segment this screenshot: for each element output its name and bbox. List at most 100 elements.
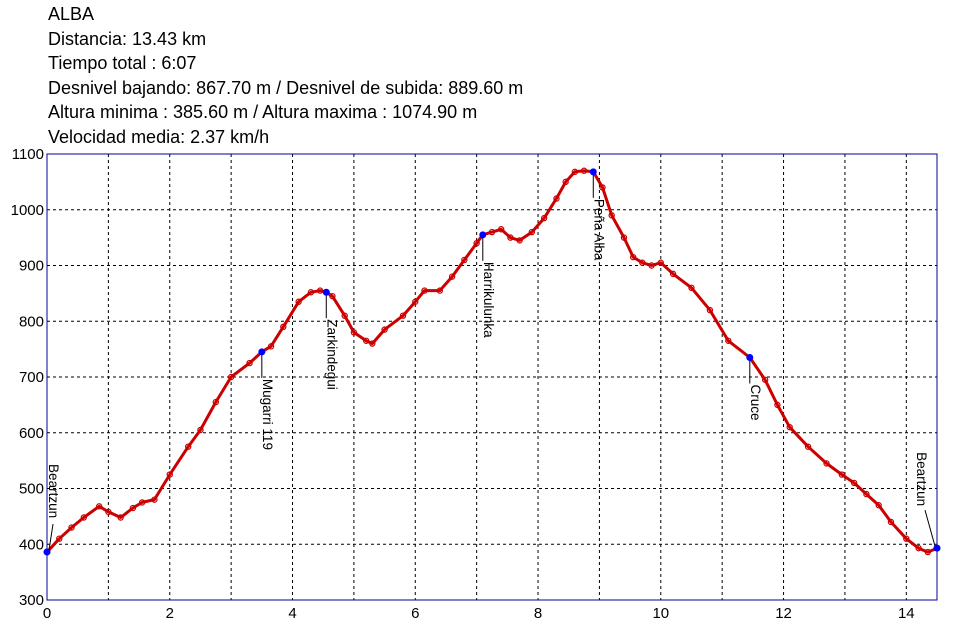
x-tick-label: 4 xyxy=(288,605,296,622)
waypoint-label: Beartzun xyxy=(46,464,61,518)
x-tick-label: 2 xyxy=(166,605,174,622)
data-point xyxy=(580,167,588,174)
x-tick-label: 8 xyxy=(534,605,542,622)
data-point xyxy=(761,376,769,383)
data-point xyxy=(295,298,302,305)
data-point xyxy=(80,514,88,521)
data-point xyxy=(184,443,192,450)
data-point xyxy=(915,544,922,552)
data-point xyxy=(887,518,895,526)
data-point xyxy=(350,329,358,336)
data-point xyxy=(540,214,548,222)
data-point xyxy=(129,504,137,512)
waypoint-label: Cruce xyxy=(748,384,763,420)
x-tick-label: 0 xyxy=(43,605,51,622)
data-point xyxy=(608,212,615,219)
data-point xyxy=(507,234,514,241)
data-point xyxy=(553,195,560,202)
data-point xyxy=(307,289,315,296)
data-point xyxy=(850,479,858,487)
data-point xyxy=(648,262,655,269)
data-point xyxy=(412,298,419,305)
data-point xyxy=(863,490,870,498)
data-point xyxy=(804,443,812,450)
data-point xyxy=(473,239,480,247)
elevation-line xyxy=(45,169,938,554)
data-point xyxy=(669,270,677,278)
data-point xyxy=(369,340,376,347)
data-point xyxy=(436,287,444,294)
waypoint-marker xyxy=(258,348,266,356)
data-point xyxy=(381,326,388,333)
avg-speed-text: Velocidad media: 2.37 km/h xyxy=(48,126,270,147)
data-point xyxy=(516,237,523,244)
y-tick-label: 1100 xyxy=(12,146,44,163)
total-time-text: Tiempo total : 6:07 xyxy=(48,53,197,73)
data-point xyxy=(399,312,407,319)
tick-labels: 0 2 4 6 8 10 12 14 300 400 500 600 700 800 900 1000 1100 xyxy=(11,146,915,622)
data-point xyxy=(212,398,219,406)
data-point xyxy=(267,343,275,350)
waypoint-label: Mugarri 119 xyxy=(260,379,275,450)
data-point xyxy=(774,401,781,409)
data-point xyxy=(706,306,714,314)
data-point xyxy=(461,256,468,264)
x-tick-label: 10 xyxy=(652,605,669,622)
data-point xyxy=(924,548,931,556)
data-point xyxy=(246,359,253,367)
data-point xyxy=(629,253,637,261)
waypoint-marker xyxy=(589,168,597,176)
waypoint-label: Harrikulunka xyxy=(481,262,496,338)
data-point xyxy=(599,184,606,191)
data-point xyxy=(528,228,536,236)
data-point xyxy=(227,373,235,381)
data-point xyxy=(56,535,63,542)
data-point xyxy=(95,503,103,510)
y-tick-label: 900 xyxy=(19,258,44,275)
waypoint-marker xyxy=(43,548,51,556)
waypoint-marker xyxy=(322,288,330,296)
data-point xyxy=(138,499,146,506)
waypoint-marker xyxy=(746,353,754,361)
chart-header: ALBA Distancia: 13.43 km Tiempo total : … xyxy=(48,2,523,149)
data-point xyxy=(68,524,75,531)
y-tick-label: 600 xyxy=(19,425,44,442)
y-tick-label: 300 xyxy=(19,592,44,609)
data-point xyxy=(875,502,882,509)
data-point xyxy=(639,259,646,266)
elevation-gain-text: Desnivel bajando: 867.70 m / Desnivel de… xyxy=(48,77,524,98)
plot-frame xyxy=(46,153,938,601)
data-point xyxy=(838,471,846,478)
track-title: ALBA xyxy=(48,4,95,24)
data-point xyxy=(571,168,579,176)
waypoint-marker xyxy=(479,231,487,239)
data-point xyxy=(362,337,370,344)
waypoint-label: Zarkindegui xyxy=(324,319,339,390)
data-point xyxy=(620,234,628,241)
x-tick-label: 6 xyxy=(411,605,419,622)
waypoint-leader xyxy=(924,510,936,547)
data-point xyxy=(151,496,158,503)
data-point xyxy=(498,226,505,233)
data-point xyxy=(341,312,348,319)
data-point xyxy=(725,337,732,344)
plot-border xyxy=(46,153,938,601)
y-tick-label: 700 xyxy=(19,369,44,386)
grid xyxy=(47,154,937,600)
data-point xyxy=(105,508,112,516)
waypoint-label: Peña Alba xyxy=(591,199,606,261)
data-point xyxy=(488,228,496,236)
y-tick-label: 1000 xyxy=(11,202,44,219)
waypoint-label: Beartzun xyxy=(914,452,929,506)
waypoints: Beartzun Mugarri 119 Zarkindegui Harrikulun… xyxy=(43,168,941,556)
data-point xyxy=(657,259,664,266)
altitude-range-text: Altura minima : 385.60 m / Altura maxima… xyxy=(48,102,478,122)
y-tick-label: 500 xyxy=(19,481,44,498)
x-tick-label: 12 xyxy=(775,605,792,622)
data-point xyxy=(117,514,124,521)
data-point xyxy=(197,426,204,434)
data-point xyxy=(421,287,428,294)
data-point xyxy=(448,273,456,280)
data-point xyxy=(562,178,569,186)
